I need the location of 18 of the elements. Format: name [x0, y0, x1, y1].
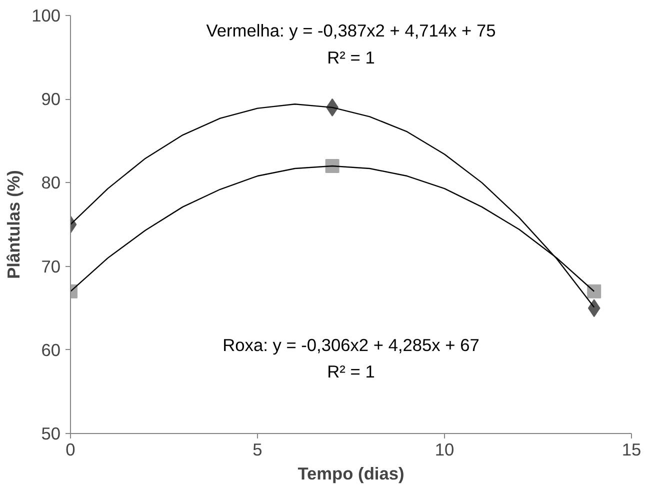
x-tick-label: 0: [66, 440, 76, 460]
annotation: R² = 1: [327, 362, 375, 382]
x-tick-label: 5: [252, 440, 262, 460]
y-tick-label: 80: [41, 172, 61, 193]
y-axis-title: Plântulas (%): [4, 170, 24, 279]
annotation: Roxa: y = -0,306x2 + 4,285x + 67: [222, 334, 480, 355]
y-tick-label: 100: [32, 6, 61, 26]
y-tick-label: 90: [41, 89, 61, 110]
point: [587, 284, 602, 298]
x-tick-label: 10: [434, 440, 454, 460]
y-tick-label: 70: [41, 256, 61, 276]
x-tick-label: 15: [622, 440, 642, 460]
y-tick-label: 60: [41, 340, 61, 360]
y-tick-label: 50: [41, 424, 61, 444]
point: [588, 299, 600, 318]
annotation: R² = 1: [327, 47, 375, 68]
x-axis-title: Tempo (dias): [298, 464, 404, 484]
annotation: Vermelha: y = -0,387x2 + 4,714x + 75: [206, 20, 496, 41]
